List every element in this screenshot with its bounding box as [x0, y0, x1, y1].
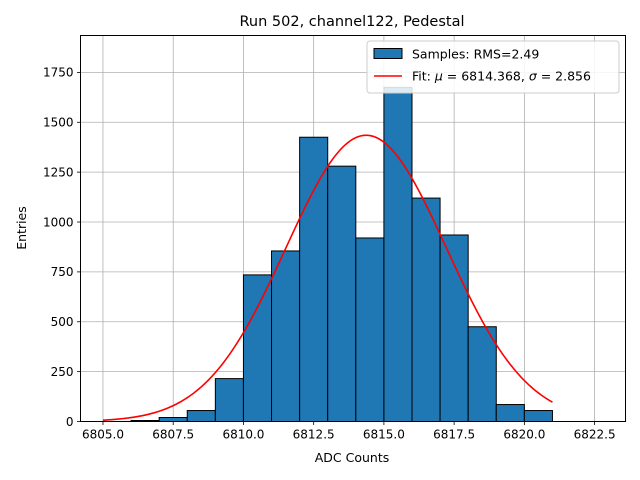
- histogram-bar: [467, 326, 497, 423]
- x-tick-label: 6810.0: [222, 428, 264, 442]
- y-tick-label: 1250: [43, 165, 74, 179]
- histogram-bar: [214, 378, 244, 423]
- histogram-bar: [158, 417, 188, 423]
- chart-title: Run 502, channel122, Pedestal: [239, 14, 464, 30]
- y-axis-label: Entries: [14, 206, 29, 250]
- x-axis-ticks: 6805.0 6807.5 6810.0 6812.5 6815.0 6817.5 6820…: [82, 421, 616, 442]
- x-tick-label: 6817.5: [433, 428, 475, 442]
- legend: Samples: RMS=2.49 Fit: μ = 6814.368, σ =…: [366, 40, 620, 94]
- y-tick-label: 1750: [43, 66, 74, 80]
- x-tick-label: 6805.0: [82, 428, 124, 442]
- histogram-bars: [130, 86, 553, 423]
- x-axis-label: ADC Counts: [315, 450, 390, 465]
- histogram-bar: [299, 136, 329, 423]
- histogram-bar: [242, 274, 273, 422]
- x-tick-label: 6812.5: [293, 428, 335, 442]
- y-tick-label: 1500: [43, 116, 74, 130]
- plot-area-frame: [80, 35, 626, 422]
- histogram-bar: [411, 197, 441, 422]
- histogram-bar: [271, 250, 301, 422]
- x-tick-label: 6815.0: [363, 428, 405, 442]
- legend-box: [366, 40, 620, 94]
- histogram-bar: [355, 237, 385, 422]
- x-tick-label: 6822.5: [574, 428, 616, 442]
- y-tick-label: 0: [66, 415, 74, 429]
- x-tick-label: 6807.5: [152, 428, 194, 442]
- legend-fit-prefix: Fit:: [412, 69, 435, 84]
- legend-fit-suffix: = 2.856: [537, 69, 591, 84]
- legend-label-samples: Samples: RMS=2.49: [412, 47, 539, 62]
- y-axis-ticks: 0 250 500 750 1000 1250 1500 1750: [43, 66, 81, 429]
- y-tick-label: 250: [51, 365, 74, 379]
- gaussian-fit-curve: [102, 134, 553, 421]
- legend-fit-sigma-symbol: σ: [529, 69, 538, 84]
- legend-fit-mid: = 6814.368,: [443, 69, 529, 84]
- legend-swatch-samples: [373, 48, 403, 59]
- y-tick-label: 500: [51, 315, 74, 329]
- histogram-bar: [383, 86, 413, 422]
- histogram-bar: [327, 165, 357, 422]
- y-tick-label: 750: [51, 265, 74, 279]
- histogram-bar: [186, 410, 216, 422]
- histogram-bar: [523, 410, 553, 422]
- histogram-bar: [495, 404, 525, 422]
- y-tick-label: 1000: [43, 215, 74, 229]
- legend-label-fit: Fit: μ = 6814.368, σ = 2.856: [412, 69, 591, 84]
- x-tick-label: 6820.0: [503, 428, 545, 442]
- legend-fit-mu-symbol: μ: [434, 69, 443, 84]
